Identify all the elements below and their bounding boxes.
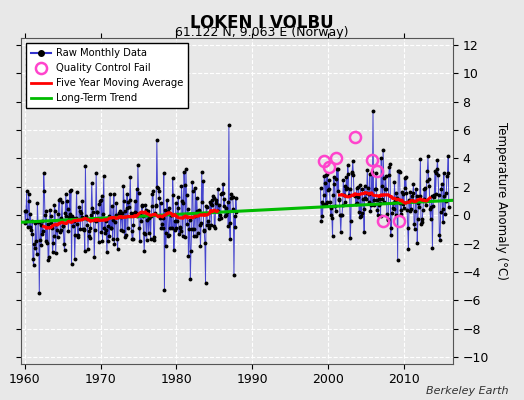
Text: 61.122 N, 9.063 E (Norway): 61.122 N, 9.063 E (Norway)	[175, 26, 349, 39]
Legend: Raw Monthly Data, Quality Control Fail, Five Year Moving Average, Long-Term Tren: Raw Monthly Data, Quality Control Fail, …	[26, 43, 188, 108]
Text: LOKEN I VOLBU: LOKEN I VOLBU	[190, 14, 334, 32]
Y-axis label: Temperature Anomaly (°C): Temperature Anomaly (°C)	[495, 122, 508, 280]
Text: Berkeley Earth: Berkeley Earth	[426, 386, 508, 396]
